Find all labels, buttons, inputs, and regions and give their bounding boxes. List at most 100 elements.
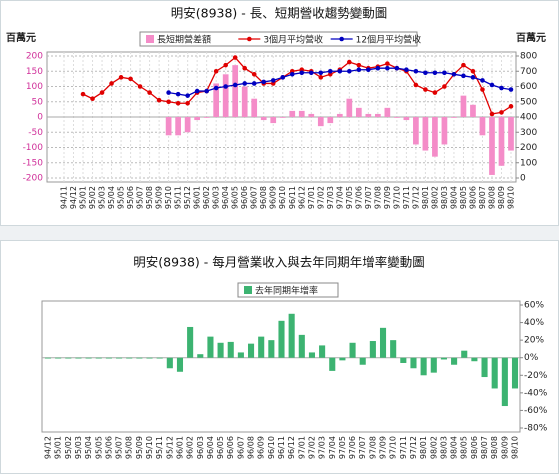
- bar: [213, 83, 220, 117]
- y-axis-label: 百萬元: [6, 31, 36, 44]
- y-tick-label: -200: [23, 174, 44, 184]
- point: [270, 78, 276, 83]
- y-tick-label: -40%: [524, 388, 548, 398]
- bar: [481, 357, 488, 378]
- bar: [55, 357, 62, 359]
- point: [480, 78, 485, 83]
- x-tick-label: 95/02: [88, 186, 97, 209]
- y2-axis-label: 百萬元: [516, 31, 546, 44]
- x-tick-label: 95/12: [183, 186, 192, 209]
- legend-box: [237, 282, 339, 298]
- x-tick-label: 98/07: [478, 186, 487, 209]
- x-tick-label: 98/04: [450, 436, 459, 459]
- bar: [317, 117, 324, 127]
- point: [99, 90, 105, 95]
- bar: [232, 65, 239, 117]
- x-tick-label: 97/03: [318, 436, 327, 459]
- legend-swatch: [146, 35, 154, 43]
- bar: [508, 117, 514, 151]
- bar: [203, 117, 210, 118]
- point: [242, 81, 248, 86]
- y2-tick-label: 300: [520, 128, 537, 138]
- point: [289, 72, 295, 77]
- point: [251, 72, 257, 77]
- y2-tick-label: 800: [520, 52, 537, 62]
- point: [175, 91, 181, 97]
- x-tick-label: 98/08: [487, 186, 496, 209]
- bar: [175, 117, 181, 136]
- x-tick-label: 97/08: [373, 186, 382, 209]
- x-tick-label: 97/03: [326, 186, 335, 209]
- point: [499, 85, 504, 91]
- x-tick-label: 96/07: [250, 186, 259, 209]
- x-tick-label: 94/12: [44, 436, 53, 459]
- bar: [369, 341, 376, 358]
- x-tick-label: 98/03: [440, 186, 449, 209]
- point: [375, 65, 381, 71]
- bar: [394, 117, 400, 118]
- point: [451, 72, 457, 77]
- x-tick-label: 94/12: [69, 186, 78, 209]
- point: [223, 84, 228, 89]
- bar: [298, 334, 305, 358]
- bar: [105, 357, 112, 359]
- x-tick-label: 96/12: [297, 186, 306, 209]
- x-tick-label: 98/02: [429, 436, 438, 459]
- point: [489, 111, 495, 117]
- line: [82, 56, 512, 115]
- bar: [336, 113, 343, 117]
- point: [318, 70, 324, 76]
- divider: [0, 226, 559, 240]
- bar: [75, 357, 82, 359]
- x-tick-label: 96/01: [193, 186, 202, 209]
- point: [204, 88, 209, 94]
- x-tick-label: 97/06: [348, 436, 357, 459]
- bar: [471, 357, 478, 362]
- point: [461, 62, 466, 68]
- x-tick-label: 97/01: [307, 186, 316, 209]
- point: [394, 65, 400, 71]
- bar: [390, 340, 397, 358]
- legend-swatch: [244, 286, 252, 294]
- bar: [247, 343, 255, 358]
- legend-label: 去年同期年增率: [255, 285, 318, 297]
- x-tick-label: 96/10: [267, 436, 276, 459]
- bar: [270, 117, 277, 124]
- x-tick-label: 98/10: [511, 436, 520, 459]
- point: [470, 75, 476, 80]
- bar: [44, 357, 52, 359]
- legend-label: 12個月平均營收: [356, 34, 421, 46]
- bar: [308, 113, 315, 117]
- y2-tick-label: 0: [520, 174, 526, 184]
- bar: [65, 357, 72, 359]
- bar: [156, 357, 163, 359]
- x-tick-label: 96/02: [186, 436, 195, 459]
- bar: [451, 357, 458, 365]
- bar: [489, 117, 495, 175]
- point: [489, 82, 495, 88]
- x-tick-label: 98/01: [421, 186, 430, 209]
- x-tick-label: 98/09: [500, 436, 509, 459]
- y-tick-label: -50: [28, 128, 43, 138]
- x-tick-label: 97/01: [297, 436, 306, 459]
- x-tick-label: 97/08: [368, 436, 377, 459]
- bar: [359, 357, 366, 365]
- x-tick-label: 96/05: [231, 186, 240, 209]
- x-tick-label: 98/09: [497, 186, 506, 209]
- point: [347, 59, 352, 65]
- x-tick-label: 98/02: [430, 186, 439, 209]
- x-tick-label: 95/04: [84, 436, 93, 459]
- x-tick-label: 95/09: [135, 436, 144, 459]
- x-tick-label: 97/04: [335, 186, 344, 209]
- bar: [460, 95, 467, 117]
- bar: [166, 357, 173, 369]
- bar: [197, 354, 204, 358]
- bar: [237, 352, 244, 358]
- x-tick-label: 96/12: [287, 436, 296, 459]
- point: [251, 81, 257, 86]
- point: [299, 70, 305, 76]
- point: [508, 87, 514, 92]
- x-tick-label: 96/06: [240, 186, 249, 209]
- point: [185, 93, 190, 98]
- x-tick-label: 97/11: [399, 436, 408, 459]
